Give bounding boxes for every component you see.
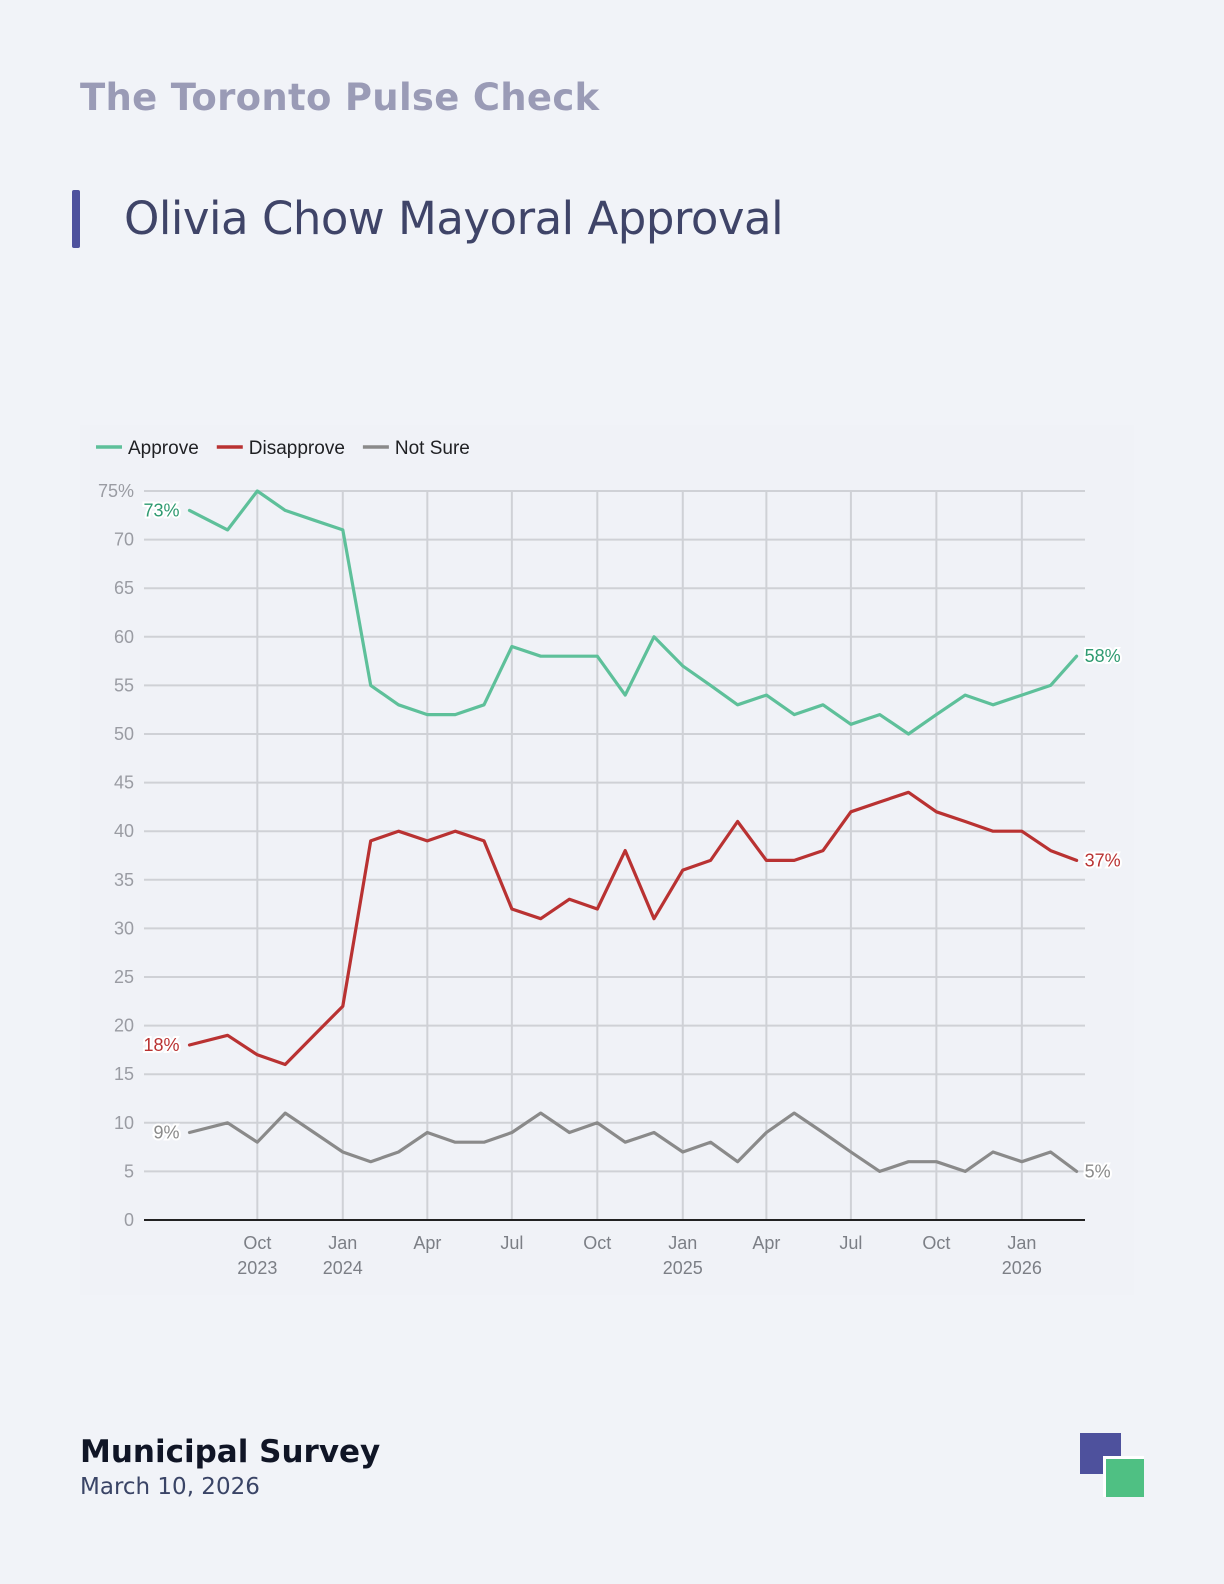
- source-label: Municipal Survey: [80, 1434, 381, 1470]
- start-value-label: 73%: [143, 500, 179, 520]
- start-value-label: 9%: [154, 1123, 180, 1143]
- x-tick-label: Oct: [922, 1233, 950, 1253]
- series-line-disapprove: [187, 790, 1079, 1067]
- y-tick-label: 65: [114, 578, 134, 598]
- end-value-label: 58%: [1085, 646, 1121, 666]
- x-tick-label: 2024: [323, 1258, 363, 1278]
- y-tick-label: 40: [114, 821, 134, 841]
- end-value-label: 5%: [1085, 1161, 1111, 1181]
- y-tick-label: 5: [124, 1161, 134, 1181]
- y-tick-label: 30: [114, 918, 134, 938]
- x-tick-label: 2026: [1002, 1258, 1042, 1278]
- y-tick-label: 20: [114, 1016, 134, 1036]
- legend-label: Not Sure: [395, 438, 470, 459]
- line-chart: 051015202530354045505560657075%Oct2023Ja…: [96, 438, 1123, 1278]
- x-tick-label: Jul: [839, 1233, 862, 1253]
- chart-panel: 0 5 10 15 20 25 30 35 40 45 50 55 60 65 70 75% Oct 2023 Ja…: [80, 425, 1134, 1295]
- y-tick-label: 50: [114, 724, 134, 744]
- y-tick-label: 35: [114, 870, 134, 890]
- start-value-label: 18%: [143, 1035, 179, 1055]
- y-tick-label: 60: [114, 627, 134, 647]
- y-tick-label: 10: [114, 1113, 134, 1133]
- brand-name: The Toronto Pulse Check: [80, 76, 600, 119]
- y-tick-label: 15: [114, 1064, 134, 1084]
- legend-label: Approve: [128, 438, 199, 459]
- publish-date: March 10, 2026: [80, 1474, 260, 1500]
- x-tick-label: 2023: [237, 1258, 277, 1278]
- x-tick-label: Jan: [1007, 1233, 1036, 1253]
- y-tick-label: 45: [114, 773, 134, 793]
- x-tick-label: Jan: [668, 1233, 697, 1253]
- y-tick-label: 55: [114, 675, 134, 695]
- x-tick-label: Oct: [583, 1233, 611, 1253]
- x-tick-label: 2025: [663, 1258, 703, 1278]
- y-tick-label: 0: [124, 1210, 134, 1230]
- legend-label: Disapprove: [249, 438, 345, 459]
- x-tick-label: Apr: [413, 1233, 441, 1253]
- y-tick-label: 70: [114, 530, 134, 550]
- title-accent-bar: [72, 190, 80, 248]
- x-tick-label: Jan: [328, 1233, 357, 1253]
- y-tick-label: 75%: [98, 481, 134, 501]
- x-tick-label: Apr: [752, 1233, 780, 1253]
- series-line-not-sure: [187, 1111, 1079, 1174]
- end-value-label: 37%: [1085, 850, 1121, 870]
- x-tick-label: Oct: [243, 1233, 271, 1253]
- x-tick-label: Jul: [500, 1233, 523, 1253]
- series-line-approve: [187, 489, 1079, 736]
- page-title: Olivia Chow Mayoral Approval: [124, 192, 784, 245]
- y-tick-label: 25: [114, 967, 134, 987]
- brand-logo-icon: [1080, 1433, 1144, 1497]
